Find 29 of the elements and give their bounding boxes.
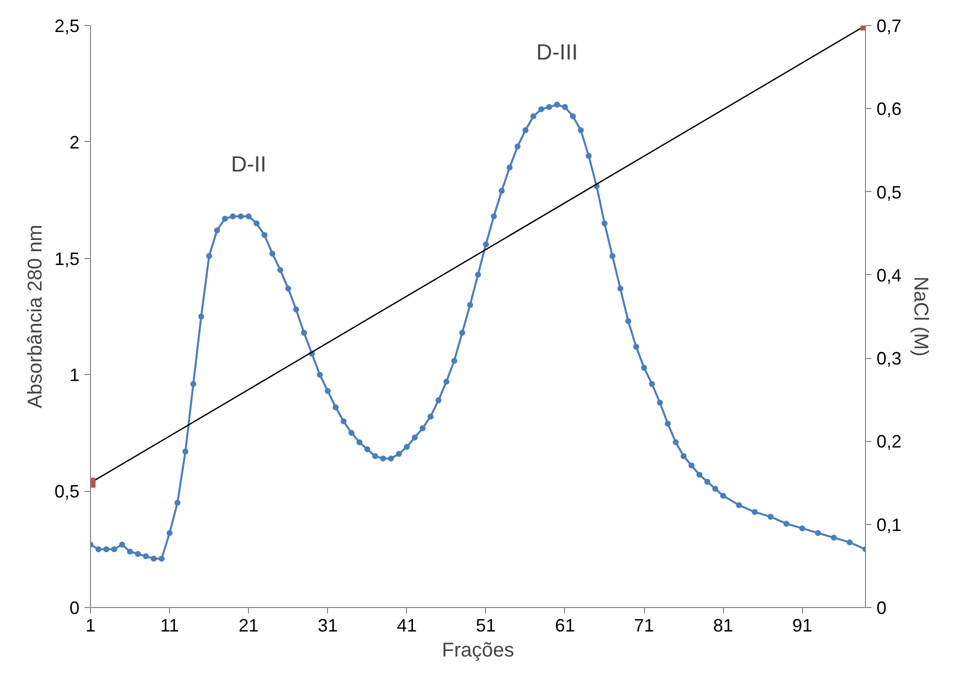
y2-tick-label: 0,3 [876, 348, 902, 369]
y-tick-label: 1 [69, 365, 80, 386]
x-axis-title: Frações [442, 640, 514, 662]
annotation: D-II [230, 151, 266, 176]
y-tick-label: 0,5 [54, 482, 80, 502]
y2-tick-label: 0,2 [876, 432, 902, 452]
x-tick-label: 41 [396, 616, 417, 636]
y2-tick-label: 0,1 [876, 514, 902, 535]
y-tick-label: 0 [69, 598, 80, 618]
x-tick-label: 1 [85, 616, 96, 636]
y-axis-title: Absorbância 280 nm [24, 224, 46, 408]
x-tick-label: 81 [713, 616, 734, 636]
y2-axis-title: NaCl (M) [910, 276, 932, 357]
y-tick-label: 2,5 [54, 16, 80, 36]
x-tick-label: 51 [476, 616, 496, 636]
x-tick-label: 61 [554, 616, 576, 636]
y2-tick-label: 0,5 [876, 182, 902, 202]
y2-tick-label: 0,6 [876, 99, 902, 120]
x-tick-label: 11 [160, 616, 179, 636]
y2-tick-label: 0 [876, 598, 887, 618]
y2-tick-label: 0,7 [876, 16, 902, 36]
x-tick-label: 31 [318, 616, 338, 636]
y-tick-label: 1,5 [54, 248, 80, 269]
y-tick-label: 2 [69, 132, 80, 152]
x-tick-label: 91 [792, 616, 812, 636]
y2-tick-label: 0,4 [876, 265, 902, 286]
x-tick-label: 71 [634, 616, 654, 636]
x-tick-label: 21 [238, 616, 259, 636]
annotation: D-III [536, 40, 578, 65]
